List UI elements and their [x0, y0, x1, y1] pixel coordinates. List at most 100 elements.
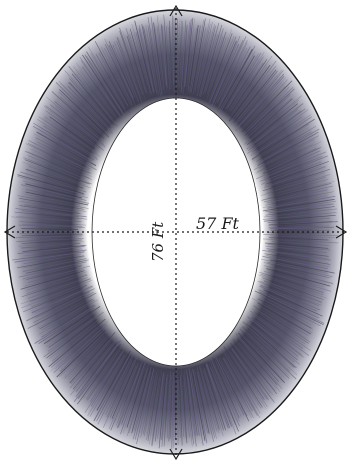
hatch-stroke: [255, 150, 321, 180]
hatch-stroke: [235, 333, 279, 382]
hatch-stroke: [257, 302, 311, 335]
hatch-stroke: [23, 269, 84, 287]
hatch-stroke: [50, 323, 102, 368]
hatch-stroke: [195, 372, 210, 434]
hatch-stroke: [259, 271, 324, 293]
hatch-stroke: [251, 103, 304, 145]
hatch-stroke: [259, 280, 322, 306]
hatch-stroke: [156, 26, 165, 90]
hatch-stroke: [257, 128, 320, 164]
hatch-stroke: [191, 18, 206, 93]
hatch-stroke: [178, 20, 182, 85]
hatch-stroke: [12, 249, 87, 261]
hatch-stroke: [131, 23, 151, 96]
hatch-stroke: [25, 168, 84, 189]
hatch-stroke: [129, 28, 149, 92]
hatch-stroke: [138, 25, 155, 92]
hatch-stroke: [31, 284, 87, 308]
hatch-stroke: [187, 370, 198, 436]
hatch-stroke: [31, 285, 93, 314]
hatch-stroke: [271, 241, 329, 246]
hatch-stroke: [120, 362, 146, 435]
hatch-stroke: [253, 305, 311, 343]
hatch-stroke: [188, 377, 197, 437]
hatch-stroke: [26, 288, 95, 322]
hatch-stroke: [76, 62, 120, 122]
hatch-stroke: [269, 226, 334, 230]
hatch-stroke: [179, 20, 183, 88]
hatch-stroke: [266, 181, 335, 199]
hatch-stroke: [247, 316, 299, 357]
hatch-stroke: [197, 26, 216, 97]
hatch-stroke: [257, 304, 309, 336]
hatch-stroke: [43, 306, 101, 345]
hatch-stroke: [68, 65, 118, 127]
hatch-stroke: [26, 271, 87, 291]
right-arrow-icon: [335, 225, 348, 239]
hatch-stroke: [30, 148, 93, 177]
hatch-stroke: [126, 367, 148, 436]
hatch-stroke: [157, 374, 165, 440]
hatch-stroke: [84, 351, 124, 413]
hatch-stroke: [169, 20, 173, 94]
hatch-stroke: [252, 317, 303, 356]
hatch-stroke: [18, 261, 87, 278]
hatch-stroke: [154, 25, 164, 91]
hatch-stroke: [169, 378, 173, 440]
hatch-stroke: [243, 325, 298, 376]
hatch-stroke: [105, 360, 133, 415]
hatch-stroke: [196, 24, 215, 97]
hatch-stroke: [180, 20, 187, 93]
hatch-stroke: [223, 346, 263, 408]
hatch-stroke: [203, 364, 227, 431]
hatch-stroke: [126, 35, 147, 97]
hatch-stroke: [67, 331, 112, 378]
hatch-stroke: [141, 24, 157, 94]
hatch-stroke: [263, 214, 336, 222]
hatch-stroke: [59, 89, 110, 138]
hatch-stroke: [184, 19, 192, 88]
hatch-stroke: [229, 66, 268, 120]
hatch-stroke: [230, 350, 265, 400]
hatch-stroke: [199, 365, 220, 434]
hatch-stroke: [253, 311, 311, 351]
hatch-stroke: [245, 323, 297, 369]
hatch-stroke: [205, 36, 224, 93]
hatch-stroke: [255, 308, 309, 344]
hatch-stroke: [19, 205, 81, 215]
hatch-stroke: [25, 259, 89, 274]
hatch-stroke: [263, 198, 335, 212]
hatch-stroke: [264, 253, 331, 265]
hatch-stroke: [114, 41, 140, 103]
hatch-stroke: [250, 114, 312, 156]
hatch-stroke: [173, 377, 175, 448]
hatch-stroke: [264, 270, 332, 292]
hatch-stroke: [25, 191, 89, 206]
hatch-stroke: [263, 262, 331, 279]
hatch-stroke: [15, 208, 87, 218]
hatch-stroke: [143, 26, 158, 94]
hatch-stroke: [217, 353, 252, 418]
hatch-stroke: [227, 52, 265, 111]
hatch-stroke: [250, 323, 300, 365]
hatch-stroke: [231, 341, 271, 394]
hatch-stroke: [264, 265, 334, 284]
top-arrow-icon: [169, 4, 183, 17]
hatch-stroke: [27, 142, 92, 174]
hatch-stroke: [223, 352, 261, 414]
hatch-stroke: [71, 73, 116, 126]
hatch-stroke: [82, 343, 123, 400]
hatch-stroke: [90, 353, 124, 407]
hatch-stroke: [21, 279, 93, 309]
hatch-stroke: [17, 174, 84, 195]
hatch-stroke: [22, 264, 82, 280]
hatch-stroke: [115, 366, 140, 427]
hatch-stroke: [185, 374, 194, 445]
hatch-stroke: [241, 333, 288, 381]
hatch-stroke: [237, 73, 285, 128]
hatch-stroke: [268, 237, 329, 241]
hatch-stroke: [260, 273, 324, 296]
hatch-stroke: [21, 242, 81, 249]
height-dimension-label: 76 Ft: [149, 221, 167, 262]
hatch-stroke: [218, 359, 248, 417]
